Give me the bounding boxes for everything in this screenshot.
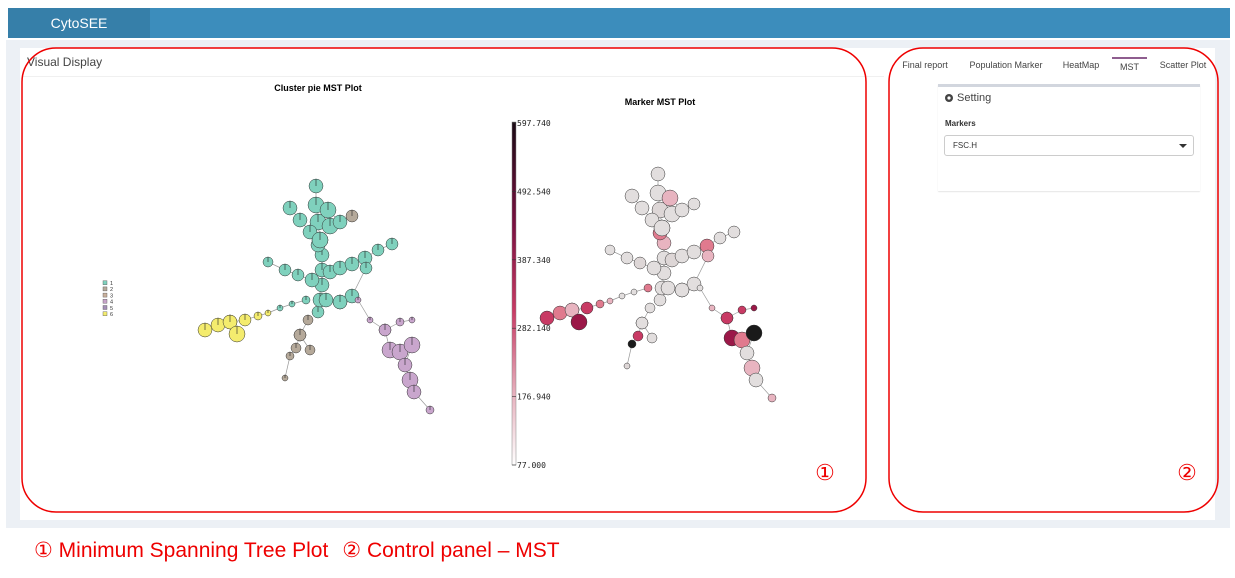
tree-node (646, 260, 662, 276)
field-label: Markers (945, 119, 976, 128)
tree-edge (699, 287, 713, 309)
colorbar-label: 77.000 (517, 461, 546, 470)
tree-node (687, 197, 701, 211)
tree-node (696, 284, 704, 292)
tree-node (674, 282, 690, 298)
tree-node (564, 302, 580, 318)
colorbar (511, 121, 517, 466)
tree-node (739, 345, 755, 361)
tree-node (644, 302, 656, 314)
tree-node (595, 299, 605, 309)
tab[interactable]: Scatter Plot (1159, 60, 1207, 70)
tree-node (634, 200, 650, 216)
tree-node (750, 304, 758, 312)
tree-node (552, 305, 568, 321)
legend-label: 3 (110, 293, 113, 299)
tree-node (650, 166, 666, 182)
tree-node (646, 332, 658, 344)
colorbar-label: 176.940 (517, 393, 551, 402)
highlight-box (21, 47, 867, 513)
callout: ② (1177, 460, 1197, 485)
legend-label: 4 (110, 300, 113, 306)
tab[interactable]: Final report (902, 60, 948, 70)
colorbar-label: 597.740 (517, 119, 551, 128)
legend-swatch (102, 299, 108, 304)
tree-node (686, 244, 702, 260)
caption-item: ① Minimum Spanning Tree Plot (34, 539, 329, 562)
brand[interactable]: CytoSEE (8, 8, 150, 38)
caret (1179, 144, 1187, 148)
legend-swatch (102, 286, 108, 292)
tree-node (604, 244, 616, 256)
divider (22, 76, 884, 77)
caption-item: ② Control panel – MST (342, 539, 560, 562)
tree-node (539, 310, 555, 326)
legend-swatch (102, 305, 108, 310)
tab[interactable]: MST (1112, 57, 1147, 81)
tree-node (653, 293, 667, 307)
colorbar-label: 387.340 (517, 256, 551, 265)
tree-node (674, 202, 690, 218)
tree-node (620, 251, 634, 265)
tree-node (745, 324, 763, 342)
tree-node (633, 256, 647, 270)
tree-node (720, 311, 734, 325)
tree-node (748, 372, 764, 388)
caption: ① Minimum Spanning Tree Plot ② Control pa… (34, 538, 574, 563)
colorbar-label: 282.140 (517, 324, 551, 333)
select-value: FSC.H (953, 141, 977, 150)
setting-title: Setting (957, 92, 992, 104)
marker-select[interactable]: FSC.H (944, 135, 1194, 156)
tree-node (627, 339, 637, 349)
tree-node (623, 362, 631, 370)
legend-swatch (102, 311, 108, 316)
panel-title: Visual Display (27, 55, 103, 69)
highlight-box (888, 47, 1219, 513)
legend-label: 6 (110, 312, 113, 318)
tree-node (635, 316, 649, 330)
legend-swatch (102, 292, 108, 298)
tree-node (618, 292, 626, 300)
tree-node (570, 313, 588, 331)
marker-tree (539, 166, 777, 403)
tree-node (630, 288, 638, 296)
tree-node (632, 330, 644, 342)
tree-node (606, 297, 614, 305)
tree-node (643, 283, 653, 293)
navbar: CytoSEE (8, 8, 1230, 38)
tree-node (713, 231, 727, 245)
tab[interactable]: HeatMap (1062, 60, 1100, 70)
tree-node (708, 304, 716, 312)
plot-title: Cluster pie MST Plot (274, 83, 362, 93)
tree-node (660, 280, 676, 296)
callout: ① (815, 460, 835, 485)
tree-node (624, 188, 640, 204)
colorbar-label: 492.540 (517, 187, 551, 196)
tree-node (661, 189, 679, 207)
tree-edge (357, 299, 371, 321)
legend-swatch (102, 280, 108, 285)
tree-node (737, 305, 747, 315)
plot-title: Marker MST Plot (625, 97, 696, 107)
tab[interactable]: Population Marker (969, 60, 1043, 70)
tree-node (727, 225, 741, 239)
legend-label: 5 (110, 306, 113, 312)
tree-node (701, 249, 715, 263)
legend-label: 2 (110, 287, 113, 293)
tree-node (767, 393, 777, 403)
tree-node (653, 219, 671, 237)
gear-icon (945, 94, 953, 102)
legend-label: 1 (110, 281, 113, 287)
tree-node (580, 301, 594, 315)
setting-box (938, 84, 1200, 191)
pie-tree (197, 178, 435, 415)
